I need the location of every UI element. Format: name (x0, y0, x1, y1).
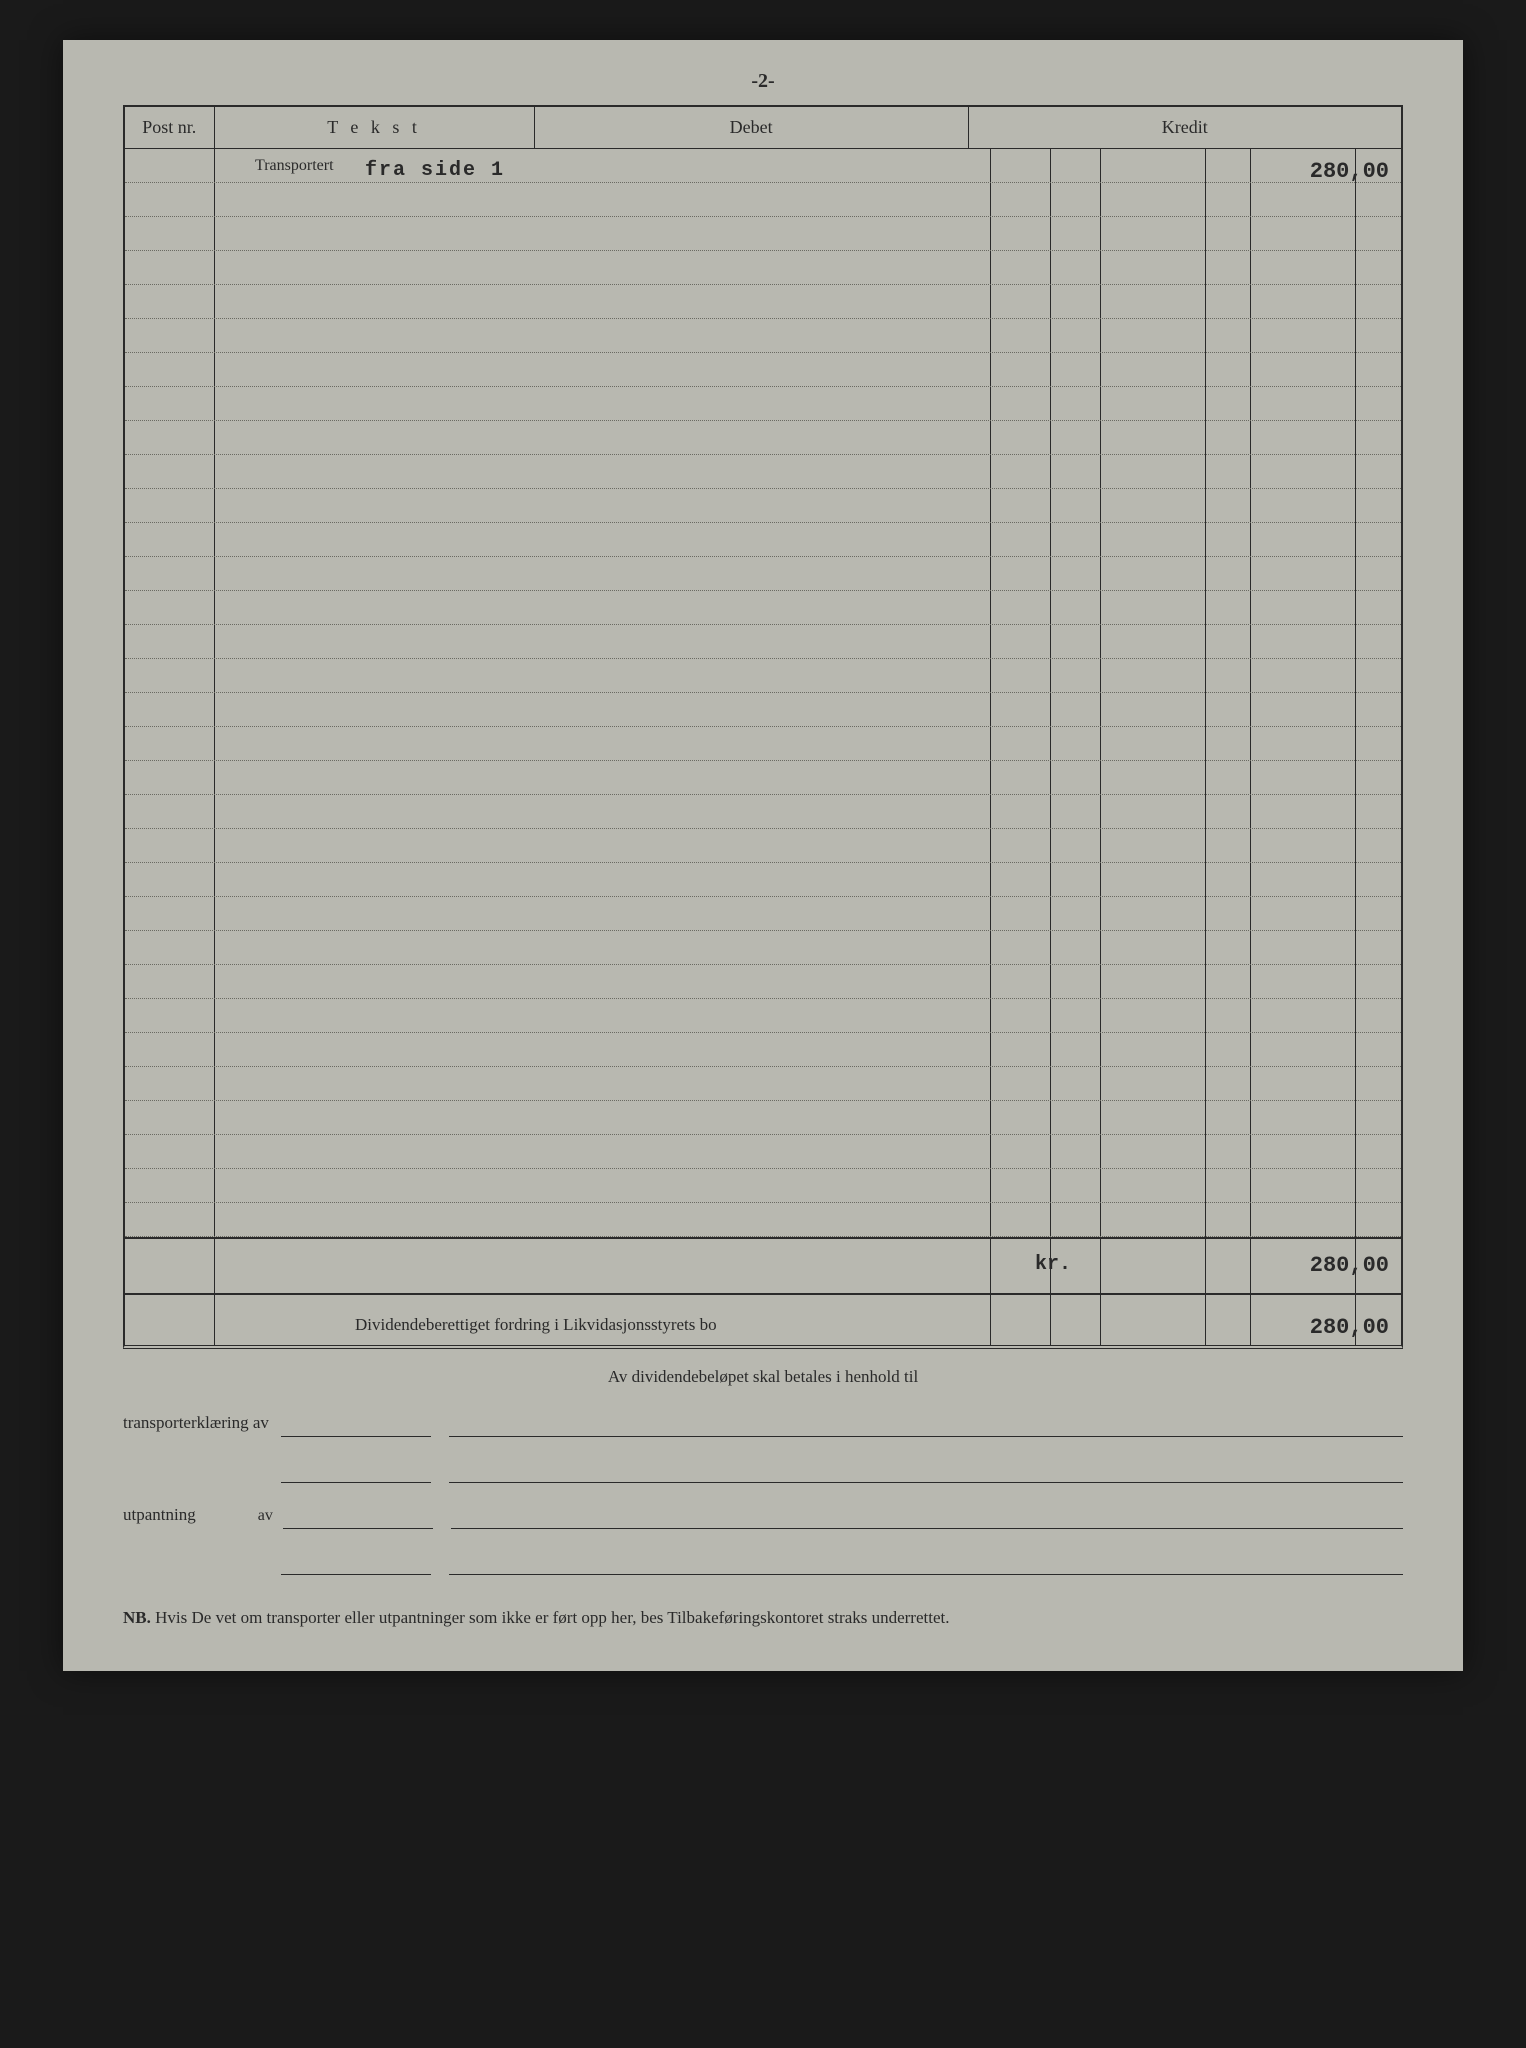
ruled-line (125, 1033, 1401, 1067)
ruled-line (125, 455, 1401, 489)
ruled-line (125, 353, 1401, 387)
footer-row-transport: transporterklæring av (123, 1401, 1403, 1437)
blank-line (281, 1547, 431, 1575)
blank-line (283, 1501, 433, 1529)
ruled-line (125, 1169, 1401, 1203)
ruled-line (125, 999, 1401, 1033)
ruled-line (125, 965, 1401, 999)
footer-title: Av dividendebeløpet skal betales i henho… (123, 1367, 1403, 1387)
header-debet: Debet (534, 106, 968, 149)
ruled-line (125, 387, 1401, 421)
transport-from-text: fra side 1 (365, 159, 505, 182)
ruled-line (125, 319, 1401, 353)
ruled-line (125, 557, 1401, 591)
ruled-line (125, 931, 1401, 965)
nb-body: Hvis De vet om transporter eller utpantn… (155, 1608, 949, 1627)
utpantning-label: utpantning (123, 1505, 208, 1529)
ruled-line (125, 489, 1401, 523)
footer-row-blank: transporterklæring av (123, 1447, 1403, 1483)
ruled-line (125, 863, 1401, 897)
ledger-body: Transportert fra side 1 280,00 kr. 280,0… (123, 149, 1403, 1349)
subtotal-divider-1 (125, 1237, 1401, 1239)
nb-prefix: NB. (123, 1608, 151, 1627)
ruled-line (125, 421, 1401, 455)
header-post-nr: Post nr. (124, 106, 214, 149)
dividend-kredit-value: 280,00 (1310, 1315, 1389, 1340)
ledger-page: -2- Post nr. T e k s t Debet Kredit Tran… (63, 40, 1463, 1671)
header-kredit: Kredit (968, 106, 1402, 149)
transport-declaration-label: transporterklæring av (123, 1413, 281, 1437)
transport-kredit-value: 280,00 (1310, 159, 1389, 184)
ruled-line (125, 625, 1401, 659)
ruled-line (125, 727, 1401, 761)
transport-label: Transportert (255, 157, 334, 175)
ruled-line (125, 897, 1401, 931)
subtotal-kredit-value: 280,00 (1310, 1253, 1389, 1278)
ruled-line (125, 659, 1401, 693)
ruled-line (125, 829, 1401, 863)
ruled-line (125, 591, 1401, 625)
header-row: Post nr. T e k s t Debet Kredit (124, 106, 1402, 149)
ruled-line (125, 217, 1401, 251)
footer-row-blank: transporterklæring av (123, 1539, 1403, 1575)
ruled-line (125, 251, 1401, 285)
ruled-line (125, 1101, 1401, 1135)
page-number: -2- (123, 70, 1403, 93)
notice-text: NB. Hvis De vet om transporter eller utp… (123, 1605, 1403, 1631)
footer-row-utpantning: utpantning av (123, 1493, 1403, 1529)
header-tekst: T e k s t (214, 106, 534, 149)
ruled-line (125, 1203, 1401, 1237)
av-label: av (248, 1507, 283, 1529)
subtotal-divider-2 (125, 1293, 1401, 1295)
ruled-line (125, 1067, 1401, 1101)
ruled-line (125, 693, 1401, 727)
ruled-line (125, 1135, 1401, 1169)
ruled-line (125, 183, 1401, 217)
ruled-line (125, 523, 1401, 557)
dividend-claim-label: Dividendeberettiget fordring i Likvidasj… (355, 1315, 717, 1335)
ruled-line (125, 761, 1401, 795)
ledger-header-table: Post nr. T e k s t Debet Kredit (123, 105, 1403, 149)
currency-label: kr. (1035, 1253, 1071, 1276)
blank-line (449, 1455, 1403, 1483)
ruled-line (125, 795, 1401, 829)
blank-line (451, 1501, 1403, 1529)
blank-line (449, 1409, 1403, 1437)
footer-section: Av dividendebeløpet skal betales i henho… (123, 1367, 1403, 1631)
blank-line (281, 1455, 431, 1483)
blank-line (449, 1547, 1403, 1575)
ruled-lines (125, 149, 1401, 1345)
ruled-line (125, 285, 1401, 319)
blank-line (281, 1409, 431, 1437)
